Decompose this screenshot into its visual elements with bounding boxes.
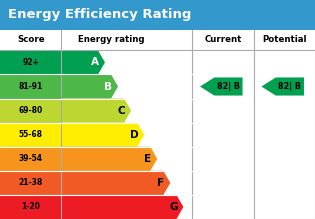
- Polygon shape: [61, 99, 131, 123]
- Bar: [0, 123, 61, 147]
- Text: F: F: [157, 178, 164, 188]
- Text: 92+: 92+: [22, 58, 39, 67]
- Text: 69-80: 69-80: [19, 106, 43, 115]
- Text: 82| B: 82| B: [217, 82, 240, 91]
- Polygon shape: [61, 195, 183, 219]
- Polygon shape: [61, 123, 144, 147]
- Text: Energy rating: Energy rating: [78, 35, 144, 44]
- Text: D: D: [130, 130, 138, 140]
- Text: Energy Efficiency Rating: Energy Efficiency Rating: [8, 8, 191, 21]
- Bar: [0, 50, 61, 74]
- Text: Score: Score: [17, 35, 44, 44]
- Text: 39-54: 39-54: [19, 154, 43, 163]
- Bar: [0, 0, 315, 30]
- Polygon shape: [61, 50, 105, 74]
- Text: E: E: [144, 154, 151, 164]
- Bar: [0, 30, 315, 50]
- Text: 55-68: 55-68: [19, 130, 43, 139]
- Text: B: B: [104, 81, 112, 92]
- Bar: [0, 195, 61, 219]
- Polygon shape: [61, 147, 157, 171]
- Polygon shape: [61, 171, 170, 195]
- Bar: [0, 30, 315, 219]
- Polygon shape: [261, 78, 304, 95]
- Bar: [0, 147, 61, 171]
- Polygon shape: [61, 74, 118, 99]
- Text: 81-91: 81-91: [19, 82, 43, 91]
- Text: 21-38: 21-38: [19, 178, 43, 187]
- Bar: [0, 74, 61, 99]
- Text: G: G: [169, 202, 178, 212]
- Text: 82| B: 82| B: [278, 82, 301, 91]
- Polygon shape: [200, 78, 243, 95]
- Bar: [0, 99, 61, 123]
- Bar: [0, 171, 61, 195]
- Text: C: C: [117, 106, 125, 116]
- Text: Potential: Potential: [262, 35, 306, 44]
- Text: 1-20: 1-20: [21, 202, 40, 212]
- Text: Current: Current: [204, 35, 242, 44]
- Text: A: A: [91, 57, 99, 67]
